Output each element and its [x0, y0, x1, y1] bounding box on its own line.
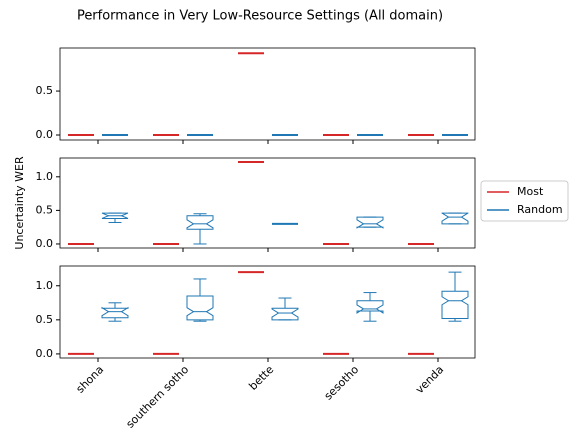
- box-body: [356, 300, 384, 314]
- box: [101, 212, 129, 223]
- x-tick-label: southern sotho: [124, 363, 192, 431]
- y-tick-label: 0.0: [36, 128, 54, 141]
- box-body: [441, 212, 469, 225]
- y-axis-label: Uncertainty WER: [13, 156, 26, 250]
- box: [356, 292, 384, 322]
- y-tick-label: 0.5: [36, 84, 54, 97]
- box: [271, 297, 299, 321]
- legend-label: Most: [517, 185, 544, 198]
- box-body: [441, 290, 469, 319]
- box: [441, 212, 469, 225]
- box: [186, 278, 214, 322]
- y-tick-label: 1.0: [36, 279, 54, 292]
- legend-frame: [480, 180, 569, 222]
- x-tick-label: shona: [74, 363, 107, 396]
- box: [356, 216, 384, 229]
- box-body: [271, 307, 299, 321]
- box: [186, 213, 214, 245]
- y-tick-label: 0.5: [36, 203, 54, 216]
- y-tick-label: 0.0: [36, 237, 54, 250]
- y-tick-label: 0.0: [36, 347, 54, 360]
- x-tick-label: bette: [246, 363, 276, 393]
- x-tick-label: sesotho: [322, 363, 362, 403]
- chart-title: Performance in Very Low-Resource Setting…: [77, 9, 443, 24]
- box: [101, 302, 129, 322]
- axes-frame: [59, 157, 476, 249]
- box-body: [356, 216, 384, 229]
- box-body: [186, 295, 214, 321]
- box: [441, 271, 469, 322]
- box-body: [101, 306, 129, 319]
- axes-frame: [59, 47, 476, 141]
- legend-label: Random: [517, 203, 563, 216]
- x-tick-label: venda: [413, 363, 446, 396]
- box-body: [186, 215, 214, 230]
- y-tick-label: 1.0: [36, 170, 54, 183]
- y-tick-label: 0.5: [36, 313, 54, 326]
